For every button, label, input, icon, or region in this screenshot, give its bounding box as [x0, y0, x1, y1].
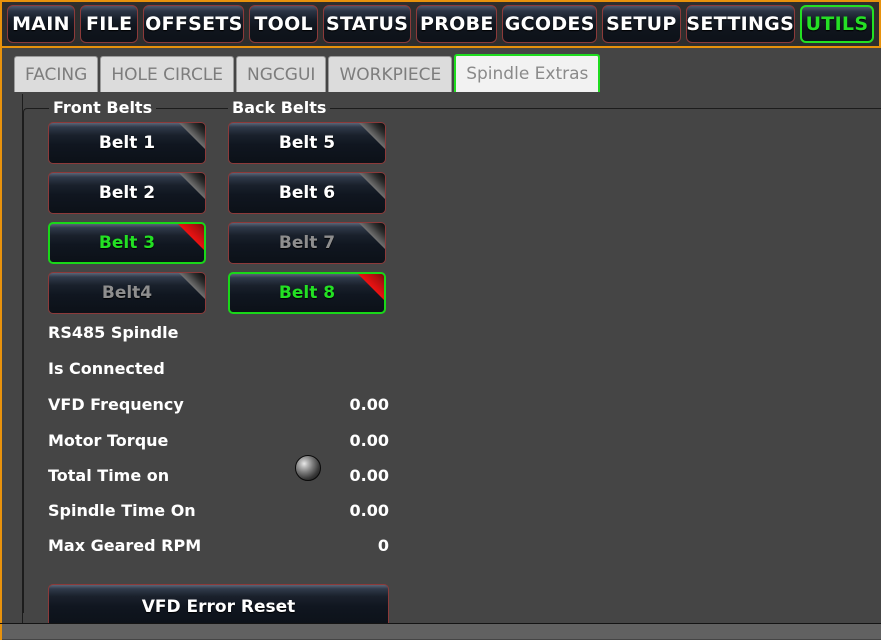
- nav-button-main[interactable]: MAIN: [7, 5, 75, 43]
- group-front-belts: Front Belts: [23, 98, 203, 613]
- belt-button-7-label: Belt 7: [278, 233, 336, 253]
- group-front-belts-title: Front Belts: [49, 98, 157, 117]
- is-connected-label: Is Connected: [48, 359, 165, 378]
- belt-corner-flag-icon: [179, 173, 205, 199]
- tab-workpiece[interactable]: WORKPIECE: [328, 56, 453, 92]
- tab-hole-circle[interactable]: HOLE CIRCLE: [100, 56, 235, 92]
- max-geared-rpm-label: Max Geared RPM: [48, 536, 202, 555]
- belt-corner-flag-icon: [358, 274, 384, 300]
- belt-button-7[interactable]: Belt 7: [228, 222, 386, 264]
- belt-button-3[interactable]: Belt 3: [48, 222, 206, 264]
- belt-button-2[interactable]: Belt 2: [48, 172, 206, 214]
- belt-button-1-label: Belt 1: [98, 133, 156, 153]
- belt-button-6[interactable]: Belt 6: [228, 172, 386, 214]
- main-nav-bar: MAIN FILE OFFSETS TOOL STATUS PROBE GCOD…: [0, 0, 881, 48]
- nav-button-status[interactable]: STATUS: [322, 5, 412, 43]
- rs485-spindle-title: RS485 Spindle: [48, 323, 179, 342]
- belt-button-5[interactable]: Belt 5: [228, 122, 386, 164]
- belt-button-4[interactable]: Belt4: [48, 272, 206, 314]
- belt-corner-flag-icon: [179, 273, 205, 299]
- tab-spindle-extras[interactable]: Spindle Extras: [454, 54, 601, 92]
- belt-button-1[interactable]: Belt 1: [48, 122, 206, 164]
- vfd-error-reset-label: VFD Error Reset: [141, 596, 296, 617]
- vfd-frequency-value: 0.00: [349, 395, 389, 414]
- nav-button-utils[interactable]: UTILS: [799, 5, 874, 43]
- belt-corner-flag-icon: [178, 224, 204, 250]
- tab-ngcgui[interactable]: NGCGUI: [236, 56, 327, 92]
- nav-button-gcodes[interactable]: GCODES: [502, 5, 598, 43]
- total-time-on-label: Total Time on: [48, 466, 170, 485]
- max-geared-rpm-value: 0: [377, 536, 389, 555]
- spindle-time-on-value: 0.00: [349, 501, 389, 520]
- belt-button-8[interactable]: Belt 8: [228, 272, 386, 314]
- belt-corner-flag-icon: [359, 223, 385, 249]
- belt-button-5-label: Belt 5: [278, 133, 336, 153]
- is-connected-led-icon: [295, 455, 321, 481]
- spindle-extras-page: Front Belts Back Belts Belt 1 Belt 2 Bel…: [0, 94, 881, 629]
- belt-corner-flag-icon: [359, 123, 385, 149]
- belt-button-2-label: Belt 2: [98, 183, 156, 203]
- nav-button-setup[interactable]: SETUP: [602, 5, 681, 43]
- vfd-error-reset-button[interactable]: VFD Error Reset: [48, 584, 389, 629]
- belt-button-8-label: Belt 8: [278, 283, 336, 303]
- belt-corner-flag-icon: [179, 123, 205, 149]
- group-back-belts-title: Back Belts: [228, 98, 331, 117]
- nav-button-file[interactable]: FILE: [79, 5, 139, 43]
- nav-button-tool[interactable]: TOOL: [249, 5, 318, 43]
- spindle-time-on-label: Spindle Time On: [48, 501, 196, 520]
- vfd-frequency-label: VFD Frequency: [48, 395, 184, 414]
- belt-button-3-label: Belt 3: [98, 233, 156, 253]
- belt-button-6-label: Belt 6: [278, 183, 336, 203]
- belt-button-4-label: Belt4: [101, 283, 153, 303]
- nav-button-settings[interactable]: SETTINGS: [685, 5, 795, 43]
- motor-torque-label: Motor Torque: [48, 431, 169, 450]
- nav-button-probe[interactable]: PROBE: [416, 5, 498, 43]
- total-time-on-value: 0.00: [349, 466, 389, 485]
- nav-button-offsets[interactable]: OFFSETS: [143, 5, 245, 43]
- belt-corner-flag-icon: [359, 173, 385, 199]
- sub-tab-bar: FACING HOLE CIRCLE NGCGUI WORKPIECE Spin…: [0, 48, 881, 96]
- group-back-belts: Back Belts: [203, 98, 881, 613]
- status-bar-accent: [0, 624, 2, 640]
- tab-facing[interactable]: FACING: [14, 56, 99, 92]
- motor-torque-value: 0.00: [349, 431, 389, 450]
- status-bar: [0, 623, 881, 640]
